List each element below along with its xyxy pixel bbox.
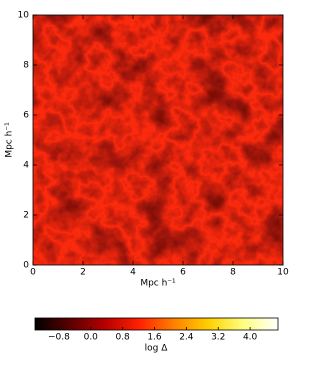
- colorbar-tick-label: 4.0: [243, 333, 258, 343]
- y-tick-label: 2: [23, 211, 29, 221]
- chart: Mpc h⁻¹ Mpc h⁻¹ log Δ 0 2 4 6 8 10 0 2 4 6 8 10 −0.8…: [5, 11, 289, 354]
- x-tick-label: 0: [30, 268, 36, 278]
- x-tick-label: 2: [80, 268, 86, 278]
- x-tick-label: 6: [180, 268, 186, 278]
- colorbar-tick-label: 0.8: [115, 333, 130, 343]
- x-tick-label: 10: [277, 268, 289, 278]
- y-tick-label: 4: [23, 161, 29, 171]
- y-tick-label: 0: [23, 261, 29, 271]
- y-tick-label: 6: [23, 111, 29, 121]
- colorbar-tick-label: 1.6: [147, 333, 162, 343]
- x-axis-label: Mpc h⁻¹: [140, 279, 176, 289]
- colorbar-tick-label: 2.4: [179, 333, 194, 343]
- colorbar-tick-label: 0.0: [84, 333, 99, 343]
- colorbar-tick-label: −0.8: [48, 333, 70, 343]
- y-tick-label: 10: [18, 11, 30, 21]
- x-tick-label: 8: [230, 268, 236, 278]
- plot-frame: [32, 14, 284, 266]
- x-tick-label: 4: [130, 268, 136, 278]
- density-field: [33, 15, 283, 265]
- colorbar: [34, 317, 279, 331]
- y-tick-label: 8: [23, 61, 29, 71]
- colorbar-label: log Δ: [145, 344, 169, 354]
- y-axis-label: Mpc h⁻¹: [5, 122, 15, 158]
- colorbar-tick-label: 3.2: [211, 333, 225, 343]
